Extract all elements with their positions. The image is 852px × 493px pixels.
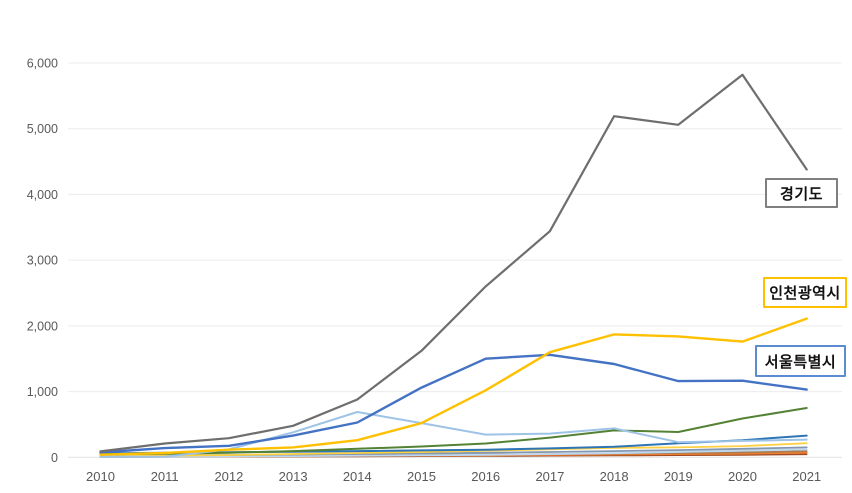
y-tick-label: 6,000 <box>27 57 58 71</box>
y-tick-label: 4,000 <box>27 188 58 202</box>
x-tick-label: 2015 <box>407 469 436 484</box>
x-tick-label: 2014 <box>343 469 372 484</box>
x-tick-label: 2019 <box>664 469 693 484</box>
y-tick-label: 1,000 <box>27 385 58 399</box>
x-tick-label: 2010 <box>86 469 115 484</box>
x-tick-label: 2017 <box>535 469 564 484</box>
x-tick-label: 2011 <box>151 469 179 484</box>
series-label-gyeonggi: 경기도 <box>765 178 838 208</box>
series-line-unlabeled-pale-blue <box>99 448 808 458</box>
x-tick-label: 2018 <box>600 469 629 484</box>
series-line-서울특별시 <box>99 353 808 454</box>
x-tick-label: 2016 <box>471 469 500 484</box>
series-line-unlabeled-dark-green <box>99 407 808 456</box>
x-tick-label: 2020 <box>728 469 757 484</box>
series-label-seoul: 서울특별시 <box>755 345 846 377</box>
series-line-경기도 <box>99 73 808 453</box>
series-line-unlabeled-gold <box>99 442 808 457</box>
y-tick-label: 2,000 <box>27 319 58 333</box>
y-tick-label: 0 <box>51 451 58 465</box>
x-tick-label: 2021 <box>792 469 821 484</box>
y-tick-label: 5,000 <box>27 122 58 136</box>
x-tick-label: 2013 <box>279 469 308 484</box>
series-label-incheon: 인천광역시 <box>763 277 847 308</box>
x-tick-label: 2012 <box>214 469 243 484</box>
series-line-인천광역시 <box>99 317 808 456</box>
y-tick-label: 3,000 <box>27 254 58 268</box>
